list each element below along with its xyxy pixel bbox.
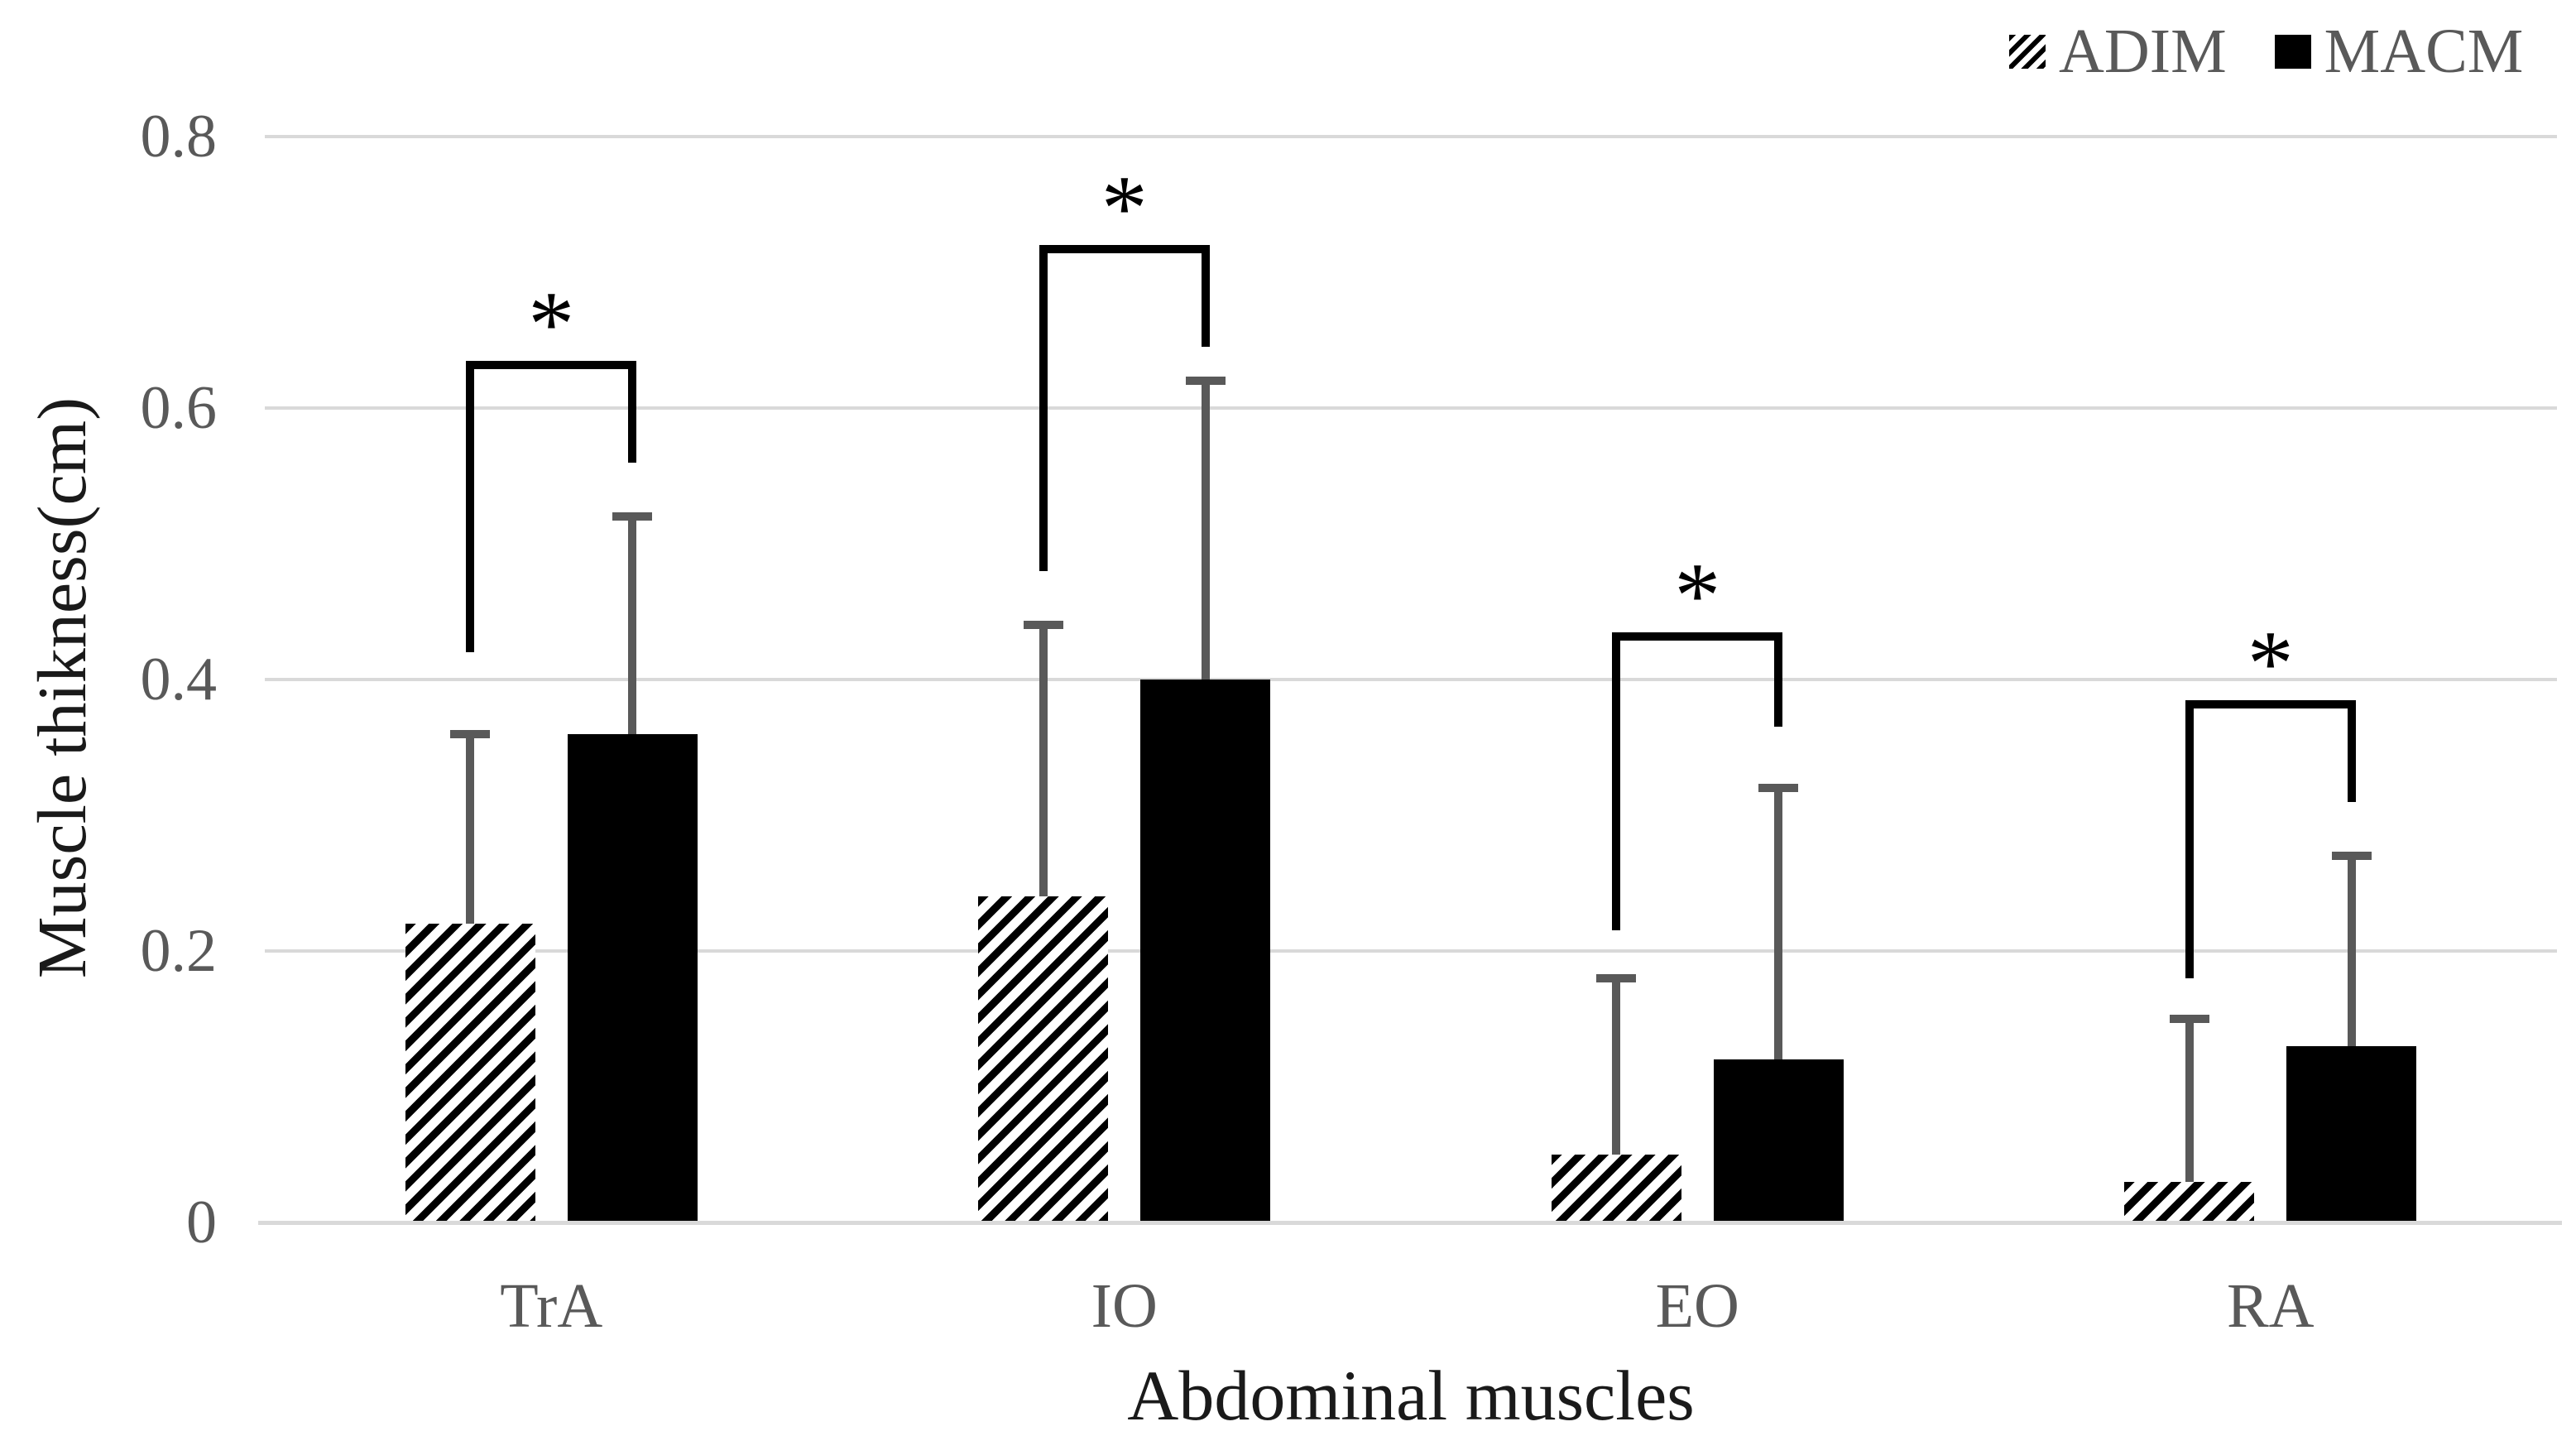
legend-label-macm: MACM — [2324, 17, 2524, 86]
macm-solid-swatch-icon — [2274, 34, 2311, 69]
bar-MACM-EO — [1713, 1059, 1844, 1221]
significance-asterisk-TrA: * — [528, 272, 575, 376]
error-bar-stem-ADIM-RA — [2185, 1019, 2194, 1182]
bar-MACM-RA — [2286, 1045, 2417, 1221]
bar-ADIM-EO — [1551, 1155, 1681, 1221]
sig-bracket-right-arm-EO — [1774, 632, 1783, 728]
error-bar-cap-ADIM-IO — [1023, 621, 1063, 630]
bar-MACM-IO — [1140, 680, 1271, 1221]
adim-hatched-swatch-icon — [2009, 34, 2046, 69]
error-bar-cap-MACM-IO — [1185, 377, 1226, 386]
y-tick-label-0.6: 0.6 — [140, 374, 218, 442]
error-bar-stem-ADIM-IO — [1039, 625, 1048, 897]
x-axis-line — [258, 1221, 2562, 1225]
x-category-label-IO: IO — [1091, 1271, 1158, 1341]
sig-bracket-right-arm-IO — [1201, 245, 1210, 348]
significance-asterisk-IO: * — [1101, 157, 1148, 261]
sig-bracket-right-arm-RA — [2347, 699, 2356, 802]
x-category-label-RA: RA — [2226, 1271, 2315, 1341]
sig-bracket-left-arm-RA — [2185, 699, 2194, 978]
legend: ADIM MACM — [2009, 15, 2523, 88]
sig-bracket-left-arm-IO — [1039, 245, 1048, 571]
error-bar-cap-ADIM-RA — [2169, 1015, 2209, 1023]
legend-item-adim: ADIM — [2009, 18, 2227, 84]
x-category-label-TrA: TrA — [500, 1271, 603, 1341]
legend-item-macm: MACM — [2274, 17, 2524, 86]
gridline-0.8 — [265, 135, 2557, 138]
y-axis-title: Muscle thikness(cm) — [24, 396, 101, 979]
error-bar-stem-MACM-IO — [1201, 381, 1210, 680]
y-tick-label-0.8: 0.8 — [140, 103, 218, 170]
significance-asterisk-RA: * — [2247, 612, 2294, 715]
error-bar-cap-ADIM-TrA — [450, 729, 491, 738]
legend-label-adim: ADIM — [2059, 17, 2227, 86]
error-bar-cap-ADIM-EO — [1596, 973, 1637, 982]
x-axis-title: Abdominal muscles — [1127, 1356, 1695, 1435]
sig-bracket-right-arm-TrA — [628, 360, 637, 463]
sig-bracket-top-IO — [1039, 245, 1210, 254]
y-tick-label-0.4: 0.4 — [140, 646, 218, 713]
bar-MACM-TrA — [567, 733, 698, 1221]
sig-bracket-top-RA — [2185, 699, 2356, 708]
error-bar-stem-MACM-TrA — [628, 516, 637, 734]
sig-bracket-left-arm-TrA — [466, 360, 475, 653]
gridline-0.2 — [265, 949, 2557, 953]
gridline-0.6 — [265, 406, 2557, 410]
error-bar-cap-MACM-TrA — [612, 512, 653, 521]
sig-bracket-top-TrA — [466, 360, 637, 369]
y-tick-label-0.2: 0.2 — [140, 917, 218, 985]
bar-ADIM-RA — [2124, 1181, 2255, 1221]
error-bar-stem-ADIM-EO — [1612, 977, 1621, 1155]
sig-bracket-top-EO — [1612, 632, 1783, 641]
error-bar-cap-MACM-EO — [1758, 784, 1799, 793]
y-tick-label-0: 0 — [186, 1189, 217, 1256]
x-category-label-EO: EO — [1655, 1271, 1739, 1341]
error-bar-cap-MACM-RA — [2331, 852, 2372, 861]
sig-bracket-left-arm-EO — [1612, 632, 1621, 931]
gridline-0.4 — [265, 678, 2557, 681]
bar-ADIM-TrA — [405, 924, 535, 1221]
bar-ADIM-IO — [978, 896, 1109, 1221]
error-bar-stem-MACM-RA — [2347, 856, 2356, 1046]
error-bar-stem-ADIM-TrA — [466, 733, 475, 925]
error-bar-stem-MACM-EO — [1774, 788, 1783, 1060]
significance-asterisk-EO: * — [1674, 544, 1721, 647]
